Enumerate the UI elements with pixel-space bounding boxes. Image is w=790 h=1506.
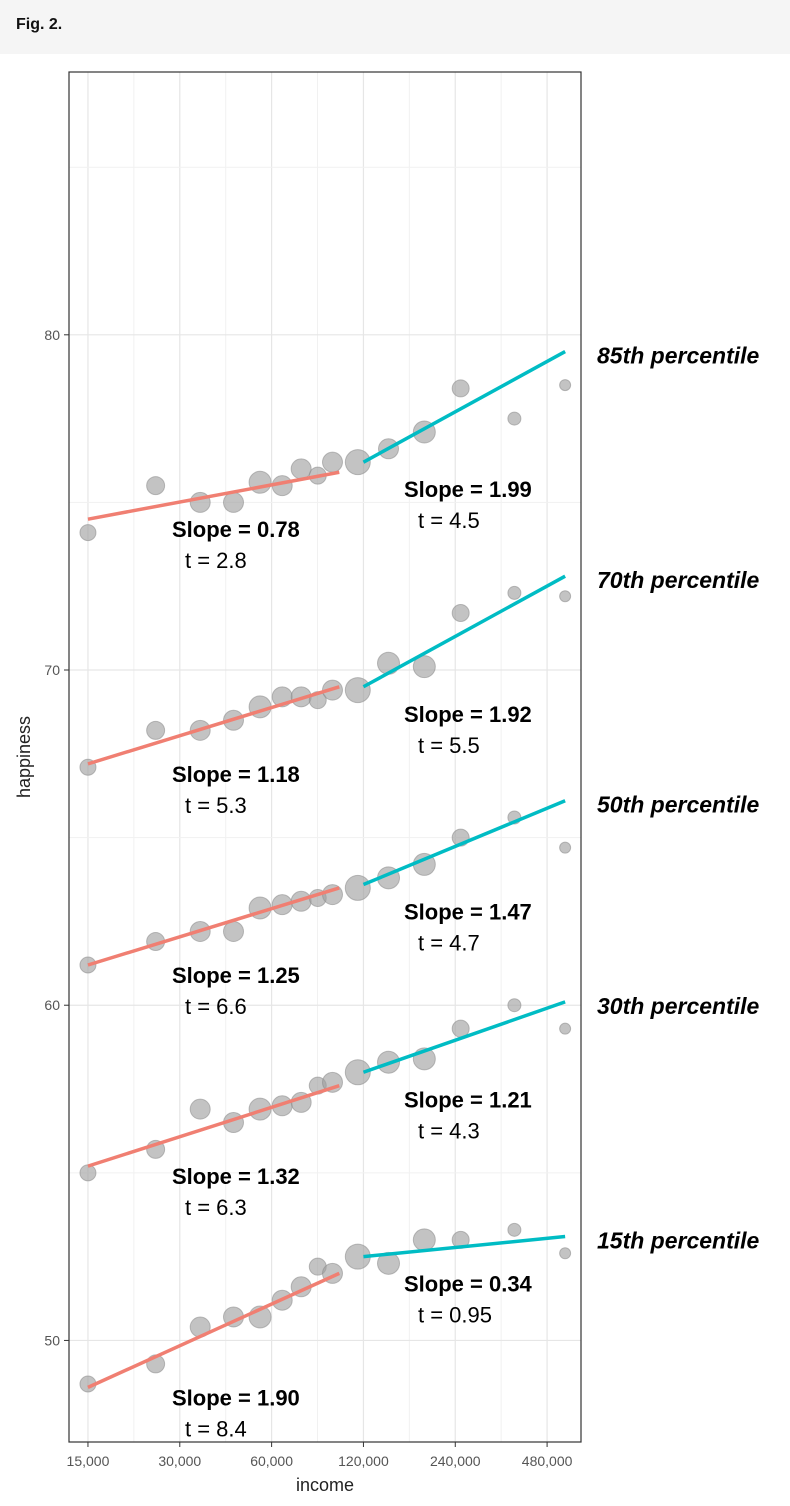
low-t-value: t = 6.3 [185,1195,247,1220]
gridlines [69,72,581,1442]
percentile-label: 85th percentile [597,343,760,369]
y-tick-label: 50 [44,1332,60,1348]
high-income-fit-line [362,1000,566,1074]
data-point [146,476,166,496]
data-point [321,451,343,473]
low-t-value: t = 6.6 [185,994,247,1019]
x-axis-label: income [296,1475,354,1495]
high-t-value: t = 4.7 [418,931,480,956]
y-tick-label: 60 [44,997,60,1013]
data-point [344,449,371,476]
data-point [451,379,470,398]
high-t-value: t = 4.5 [418,508,480,533]
high-slope-label: Slope = 1.47 [404,900,532,925]
percentile-label: 70th percentile [597,567,760,593]
low-income-fit-line [87,470,340,521]
data-point [377,651,401,675]
data-point [412,1228,436,1252]
figure-header: Fig. 2. [0,0,790,54]
data-point [377,1251,401,1275]
low-income-fit-line [87,886,340,967]
x-tick-label: 60,000 [250,1453,293,1469]
data-point [507,1222,522,1237]
data-point [507,998,522,1013]
figure-title: Fig. 2. [16,16,63,33]
annotations: 85th percentile Slope = 0.78 t = 2.8 Slope … [172,343,760,1442]
data-point [559,379,572,392]
data-point [344,1059,371,1086]
data-point [223,920,245,942]
high-income-fit-line [362,574,566,689]
y-tick-label: 80 [44,327,60,343]
high-slope-label: Slope = 1.99 [404,477,532,502]
high-slope-label: Slope = 1.92 [404,702,532,727]
low-slope-label: Slope = 1.18 [172,762,300,787]
data-point [507,585,522,600]
high-t-value: t = 4.3 [418,1118,480,1143]
low-t-value: t = 2.8 [185,548,247,573]
data-point [290,458,312,480]
x-tick-label: 240,000 [430,1453,481,1469]
plot-border [68,71,582,1443]
percentile-label: 15th percentile [597,1228,760,1254]
data-point [79,524,97,542]
high-slope-label: Slope = 0.34 [404,1272,533,1297]
axes: 15,000 30,000 60,000 120,000 240,000 480,000 5… [44,327,572,1469]
x-tick-label: 15,000 [67,1453,110,1469]
data-point [344,874,371,901]
high-t-value: t = 5.5 [418,733,480,758]
low-slope-label: Slope = 1.25 [172,963,300,988]
low-income-fit-line [87,1271,341,1389]
data-point [507,411,522,426]
data-point [79,1164,97,1182]
y-tick-label: 70 [44,662,60,678]
data-point [223,491,245,513]
percentile-label: 50th percentile [597,792,760,818]
low-slope-label: Slope = 0.78 [172,517,300,542]
high-income-fit-line [362,350,566,464]
high-slope-label: Slope = 1.21 [404,1087,532,1112]
data-point [344,677,371,704]
low-t-value: t = 5.3 [185,793,247,818]
data-points [79,379,572,1393]
low-income-fit-line [87,685,340,766]
y-axis-label: happiness [14,716,34,798]
fit-lines [87,350,566,1389]
data-point [412,655,436,679]
high-t-value: t = 0.95 [418,1303,492,1328]
data-point [559,590,572,603]
high-income-fit-line [363,1234,566,1259]
percentile-label: 30th percentile [597,993,760,1019]
data-point [559,1022,572,1035]
low-income-fit-line [87,1084,340,1168]
data-point [146,720,166,740]
data-point [559,1247,572,1260]
low-t-value: t = 8.4 [185,1416,247,1441]
data-point [189,1098,211,1120]
low-slope-label: Slope = 1.90 [172,1385,300,1410]
x-tick-label: 480,000 [522,1453,573,1469]
low-slope-label: Slope = 1.32 [172,1164,300,1189]
data-point [321,884,343,906]
x-tick-label: 30,000 [158,1453,201,1469]
data-point [559,841,572,854]
data-point [451,604,470,623]
high-income-fit-line [362,799,566,887]
x-tick-label: 120,000 [338,1453,389,1469]
